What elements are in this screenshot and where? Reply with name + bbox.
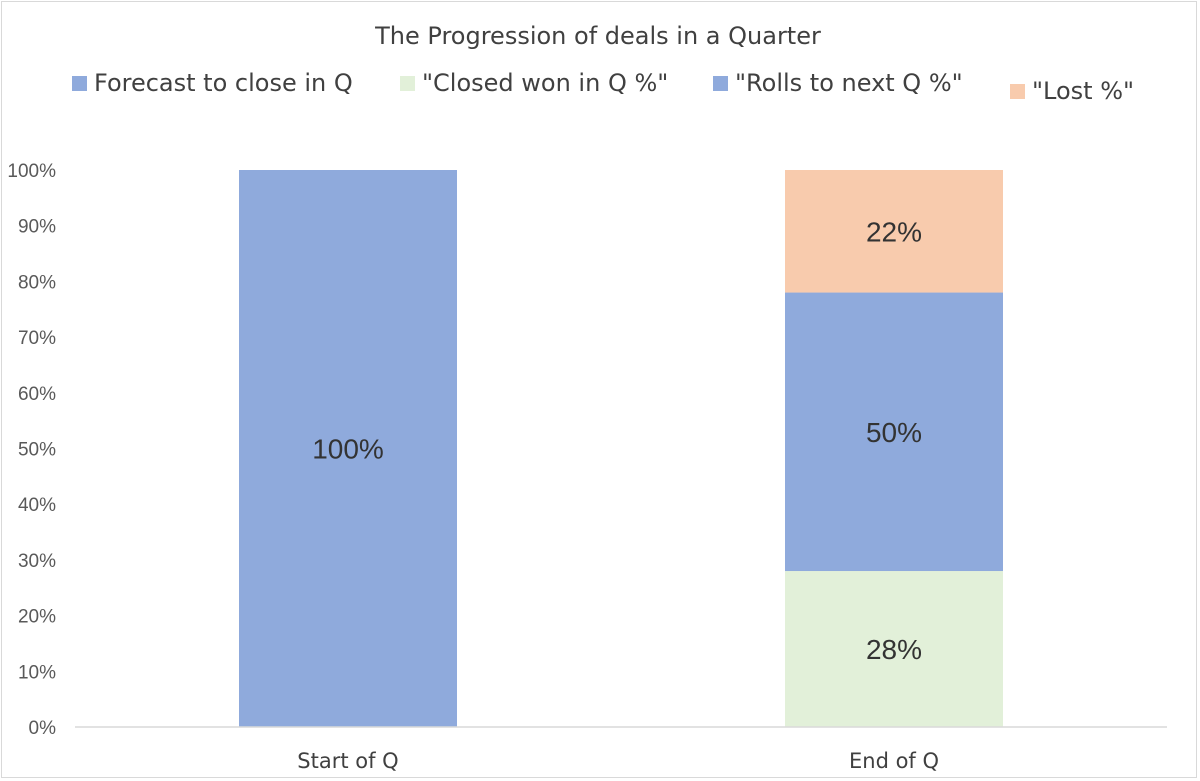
bar-segment	[239, 170, 457, 727]
x-tick-label: Start of Q	[297, 749, 398, 773]
y-tick-label: 20%	[18, 607, 56, 628]
y-tick-label: 90%	[18, 217, 56, 238]
data-label: 22%	[866, 216, 922, 247]
bars	[239, 170, 1003, 727]
legend-item: "Lost %"	[1010, 77, 1134, 105]
y-tick-label: 0%	[29, 718, 57, 739]
legend-swatch	[72, 76, 87, 91]
legend-item: "Rolls to next Q %"	[713, 69, 963, 97]
legend-label: "Closed won in Q %"	[422, 69, 668, 97]
y-tick-label: 100%	[7, 161, 56, 182]
legend-item: Forecast to close in Q	[72, 69, 353, 97]
legend-swatch	[713, 76, 728, 91]
y-tick-label: 60%	[18, 384, 56, 405]
bar-segment	[785, 170, 1003, 293]
data-label: 100%	[312, 434, 384, 465]
y-tick-label: 30%	[18, 551, 56, 572]
legend-label: "Rolls to next Q %"	[735, 69, 963, 97]
x-axis: Start of Q End of Q	[297, 749, 939, 773]
x-tick-label: End of Q	[849, 749, 939, 773]
y-tick-label: 50%	[18, 440, 56, 461]
legend: Forecast to close in Q "Closed won in Q %…	[72, 69, 1134, 105]
bar-segment	[785, 571, 1003, 727]
data-labels: 100% 28% 50% 22%	[312, 216, 922, 665]
legend-item: "Closed won in Q %"	[400, 69, 668, 97]
y-axis: 0% 10% 20% 30% 40% 50% 60% 70% 80% 90% 100%	[7, 161, 56, 739]
legend-swatch	[400, 76, 415, 91]
legend-label: Forecast to close in Q	[94, 69, 353, 97]
bar-segment	[785, 292, 1003, 572]
y-tick-label: 80%	[18, 272, 56, 293]
y-tick-label: 70%	[18, 328, 56, 349]
data-label: 28%	[866, 634, 922, 665]
chart-title: The Progression of deals in a Quarter	[374, 22, 821, 50]
data-label: 50%	[866, 417, 922, 448]
y-tick-label: 10%	[18, 662, 56, 683]
legend-swatch	[1010, 84, 1025, 99]
legend-label: "Lost %"	[1032, 77, 1134, 105]
y-tick-label: 40%	[18, 495, 56, 516]
